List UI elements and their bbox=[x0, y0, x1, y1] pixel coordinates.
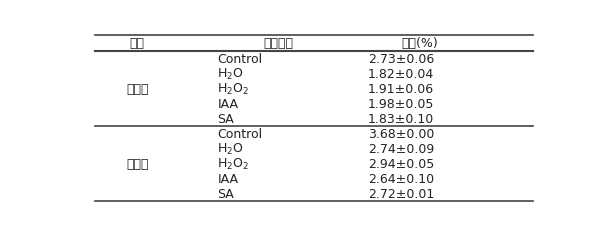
Text: 2.94±0.05: 2.94±0.05 bbox=[368, 157, 434, 170]
Text: 1.83±0.10: 1.83±0.10 bbox=[368, 112, 434, 125]
Text: 2.72±0.01: 2.72±0.01 bbox=[368, 187, 434, 200]
Text: 남풍찰: 남풍찰 bbox=[126, 157, 148, 170]
Text: 품종: 품종 bbox=[130, 37, 145, 50]
Text: Control: Control bbox=[218, 52, 263, 65]
Text: 2.73±0.06: 2.73±0.06 bbox=[368, 52, 434, 65]
Text: 수율(%): 수율(%) bbox=[402, 37, 438, 50]
Text: H$_2$O$_2$: H$_2$O$_2$ bbox=[218, 156, 249, 171]
Text: 발아처리: 발아처리 bbox=[264, 37, 294, 50]
Text: IAA: IAA bbox=[218, 172, 238, 185]
Text: 1.91±0.06: 1.91±0.06 bbox=[368, 82, 434, 95]
Text: Control: Control bbox=[218, 127, 263, 140]
Text: SA: SA bbox=[218, 187, 234, 200]
Text: 1.82±0.04: 1.82±0.04 bbox=[368, 67, 434, 80]
Text: H$_2$O$_2$: H$_2$O$_2$ bbox=[218, 81, 249, 96]
Text: 1.98±0.05: 1.98±0.05 bbox=[368, 97, 435, 110]
Text: H$_2$O: H$_2$O bbox=[218, 66, 244, 81]
Text: IAA: IAA bbox=[218, 97, 238, 110]
Text: H$_2$O: H$_2$O bbox=[218, 141, 244, 156]
Text: 소담찰: 소담찰 bbox=[126, 82, 148, 95]
Text: 2.74±0.09: 2.74±0.09 bbox=[368, 142, 434, 155]
Text: SA: SA bbox=[218, 112, 234, 125]
Text: 2.64±0.10: 2.64±0.10 bbox=[368, 172, 434, 185]
Text: 3.68±0.00: 3.68±0.00 bbox=[368, 127, 435, 140]
